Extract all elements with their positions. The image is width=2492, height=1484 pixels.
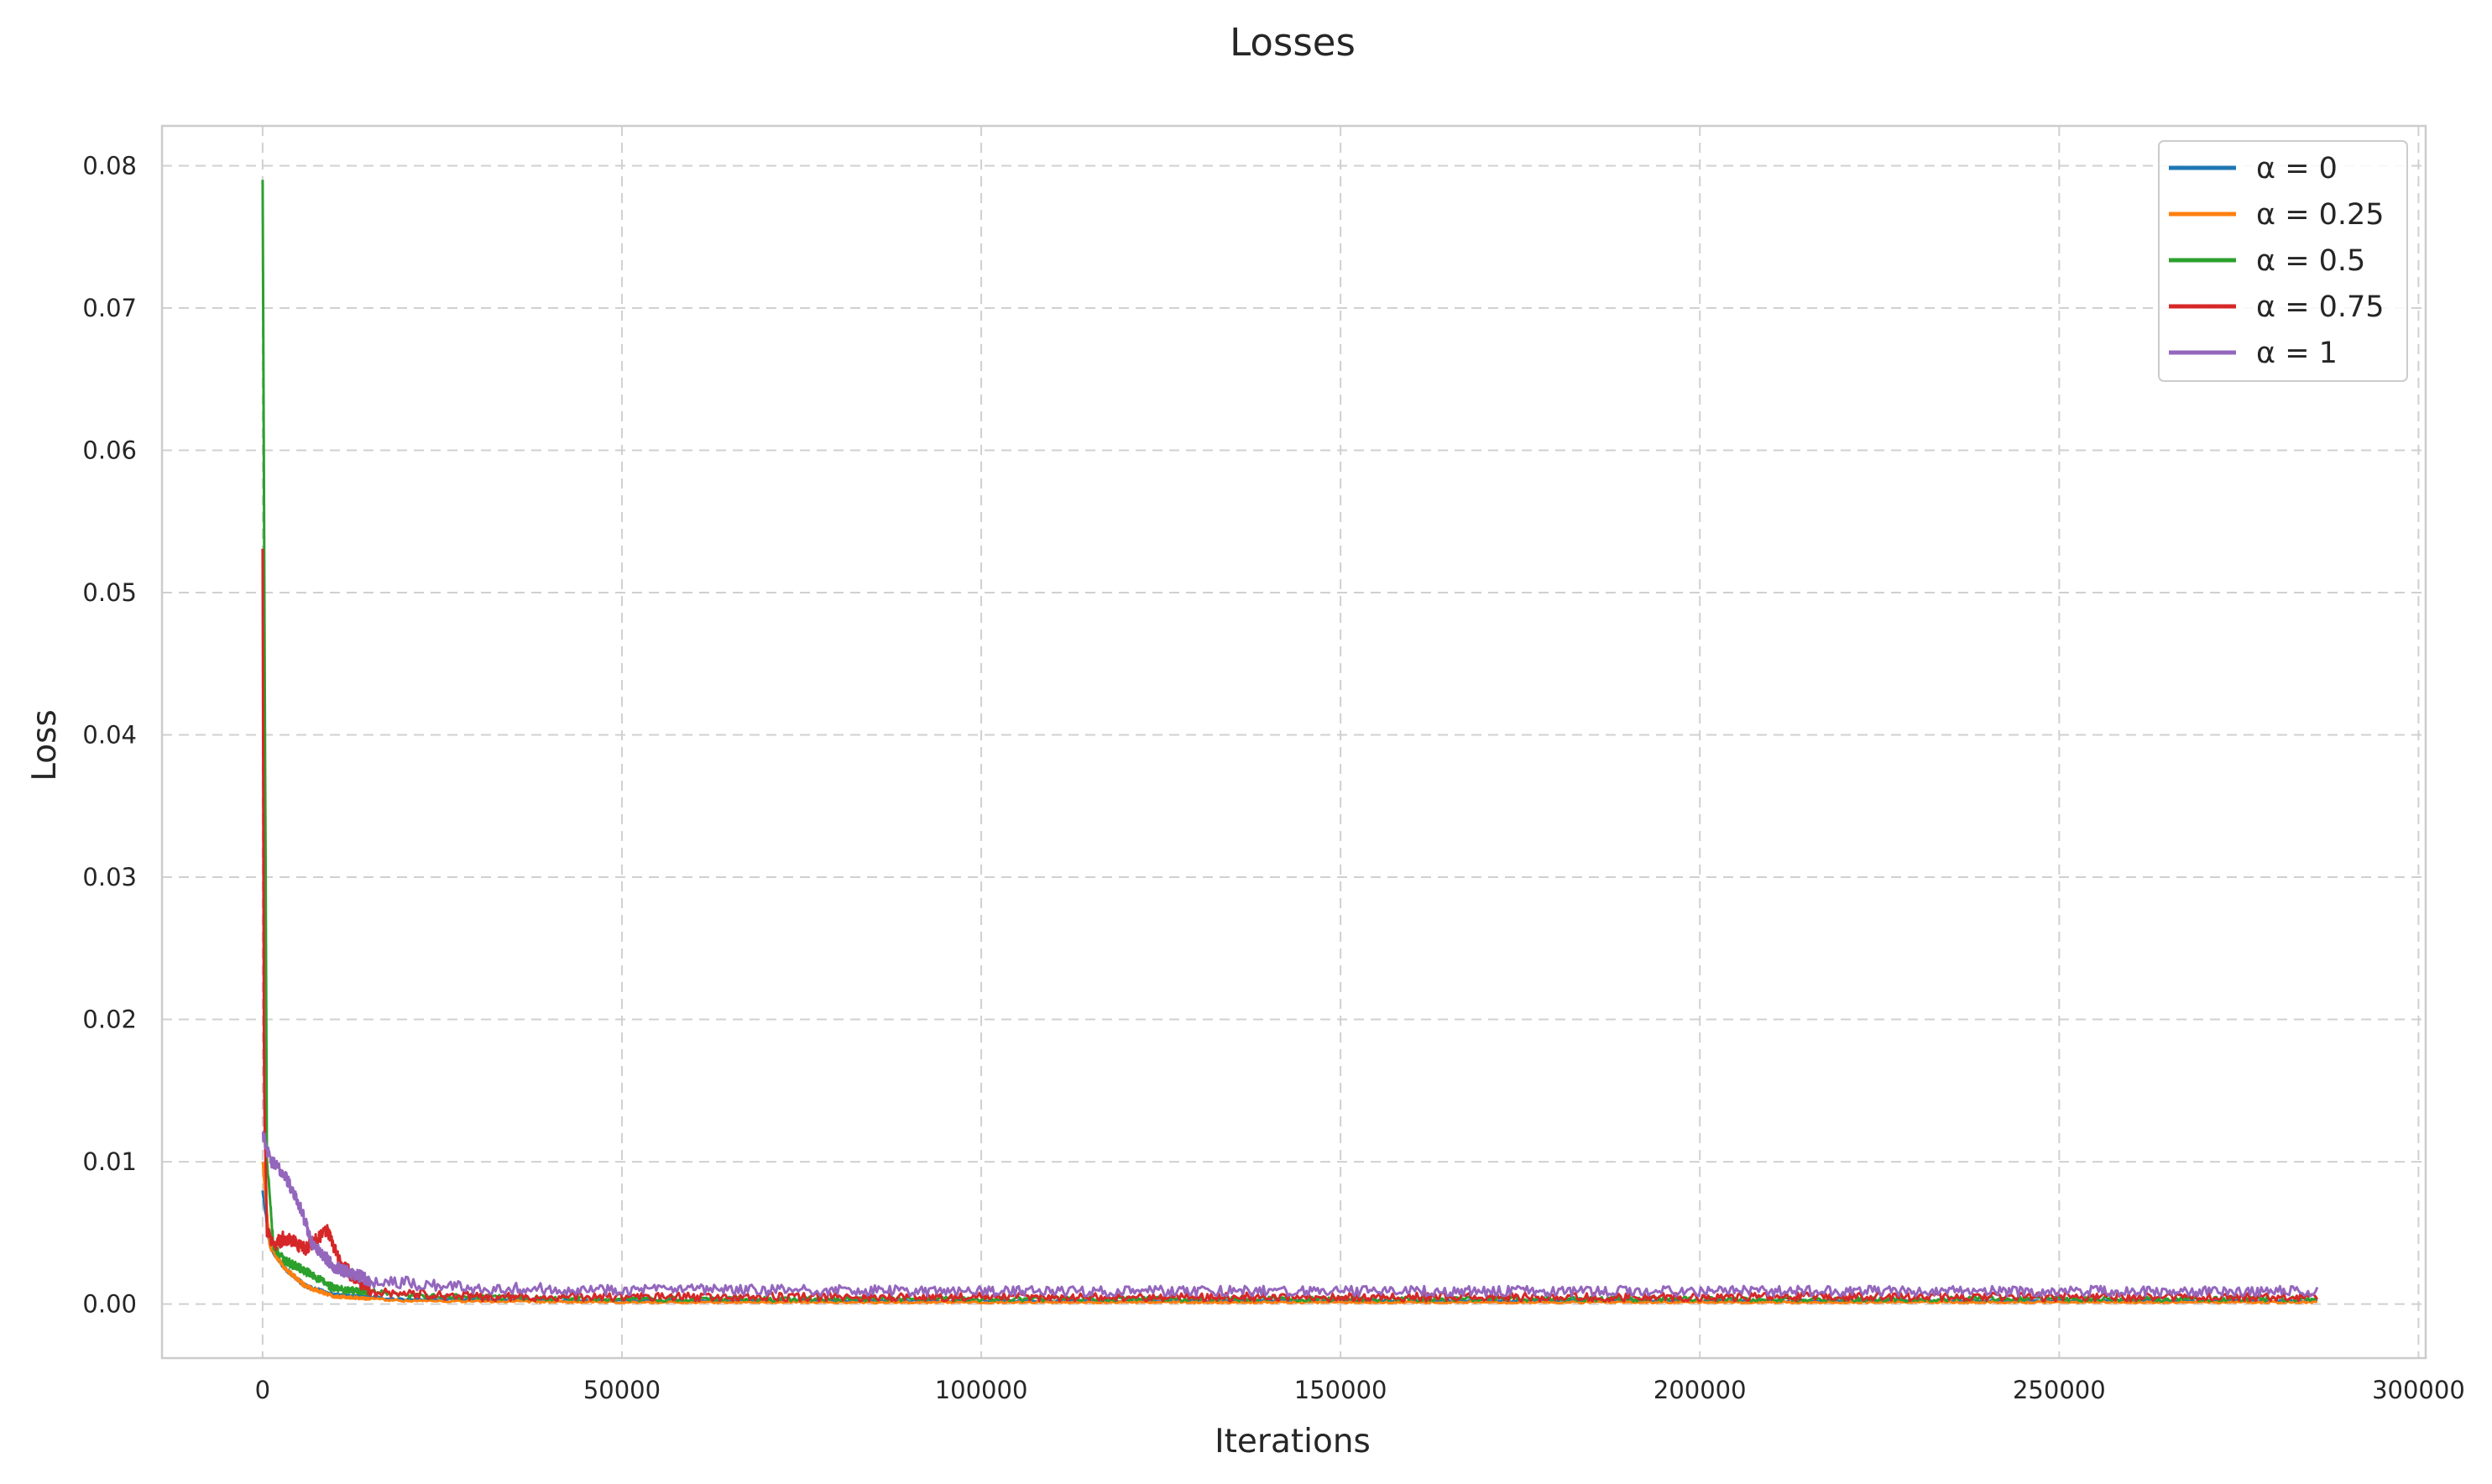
tick-labels: 0 50000 100000 150000 200000 250000 300000 0.00… — [82, 151, 2464, 1404]
y-tick-label: 0.08 — [82, 151, 137, 180]
x-tick-label: 150000 — [1294, 1376, 1387, 1404]
x-tick-label: 100000 — [935, 1376, 1028, 1404]
y-tick-label: 0.01 — [82, 1147, 137, 1176]
series-line — [261, 1161, 2318, 1305]
y-axis-label: Loss — [26, 709, 64, 781]
legend-entry: α = 0 — [2256, 152, 2338, 186]
legend-entry: α = 0.75 — [2256, 290, 2385, 324]
series-line — [261, 1130, 2319, 1298]
y-tick-label: 0.04 — [82, 721, 137, 750]
legend-entry: α = 0.25 — [2256, 198, 2385, 232]
x-tick-label: 300000 — [2372, 1376, 2465, 1404]
legend-entry: α = 0.5 — [2256, 244, 2365, 278]
y-tick-label: 0.03 — [82, 863, 137, 891]
x-axis-label: Iterations — [1215, 1423, 1371, 1460]
x-tick-label: 200000 — [1653, 1376, 1747, 1404]
legend-entry: α = 1 — [2256, 337, 2338, 370]
chart-title: Losses — [1230, 20, 1356, 65]
plot-frame — [160, 124, 2427, 1360]
y-tick-label: 0.05 — [82, 578, 137, 607]
y-tick-label: 0.06 — [82, 436, 137, 464]
y-tick-label: 0.02 — [82, 1006, 137, 1034]
y-tick-label: 0.00 — [82, 1290, 137, 1319]
legend: α = 0 α = 0.25 α = 0.5 α = 0.75 α = 1 — [2158, 140, 2408, 382]
x-tick-label: 250000 — [2013, 1376, 2106, 1404]
legend-box — [2158, 140, 2408, 382]
grid-lines — [162, 126, 2426, 1358]
y-tick-label: 0.07 — [82, 294, 137, 322]
plot-area — [261, 180, 2319, 1305]
x-tick-label: 50000 — [583, 1376, 661, 1404]
x-tick-label: 0 — [255, 1376, 270, 1404]
